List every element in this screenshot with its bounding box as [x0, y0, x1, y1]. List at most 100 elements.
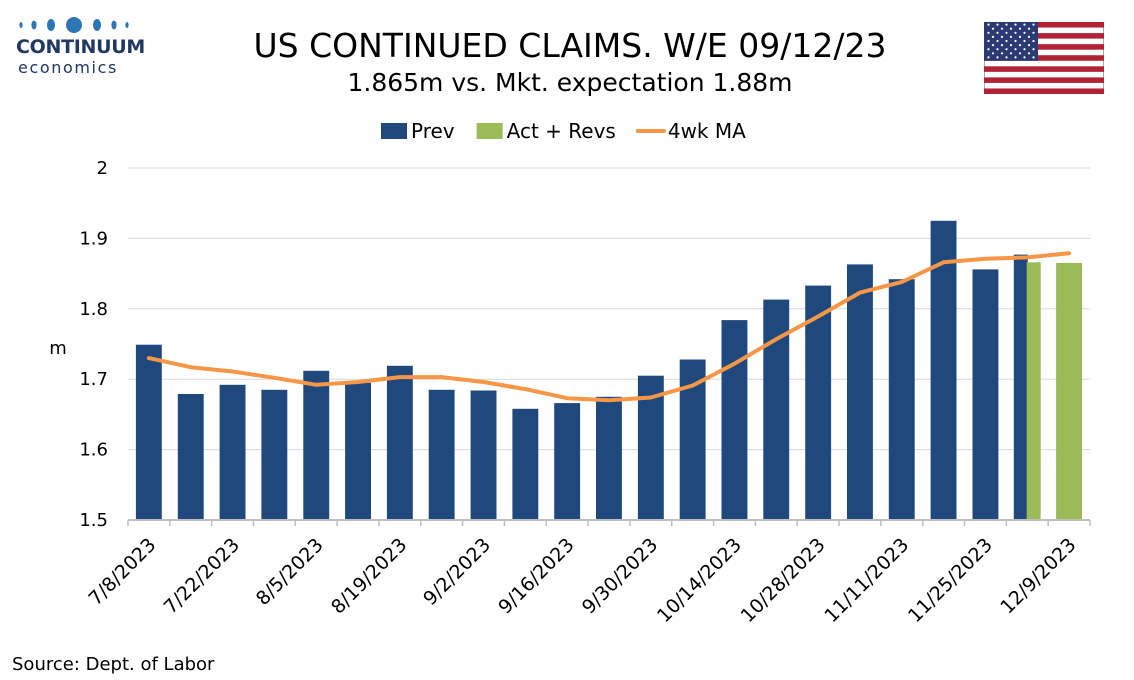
- x-tick-label: 10/14/2023: [653, 534, 746, 627]
- x-tick-label: 12/9/2023: [996, 534, 1080, 618]
- chart-legend: Prev Act + Revs 4wk MA: [381, 119, 746, 143]
- flag-star: [1023, 23, 1026, 26]
- flag-star: [1027, 44, 1031, 47]
- flag-star: [1005, 31, 1008, 34]
- flag-stripe: [984, 33, 1104, 39]
- flag-star: [1023, 56, 1026, 59]
- flag-star: [1014, 56, 1017, 59]
- bar-prev: [930, 220, 957, 521]
- flag-star: [991, 44, 995, 47]
- chart-gridlines: [128, 167, 1090, 451]
- flag-star: [1014, 23, 1017, 26]
- flag-stripe: [984, 77, 1104, 83]
- y-tick-label: 1.6: [79, 440, 108, 461]
- legend-label-4wk-ma: 4wk MA: [668, 119, 746, 143]
- flag-star: [1009, 27, 1013, 30]
- source-note: Source: Dept. of Labor: [12, 654, 215, 675]
- flag-star: [1009, 52, 1013, 55]
- flag-star: [1014, 31, 1017, 34]
- line-4wk-ma: [146, 251, 1072, 403]
- y-tick-label: 1.8: [79, 299, 108, 320]
- x-tick-label: 8/19/2023: [327, 534, 411, 618]
- y-tick-label: 1.7: [79, 369, 108, 390]
- flag-star: [1000, 52, 1004, 55]
- legend-swatch-act-revs: [476, 123, 503, 139]
- flag-star: [1009, 44, 1013, 47]
- flag-star: [987, 39, 990, 43]
- bar-act-revs: [1026, 262, 1041, 520]
- flag-star: [996, 39, 999, 43]
- x-tick-label: 9/30/2023: [578, 534, 662, 618]
- flag-star: [1005, 48, 1008, 51]
- bar-prev: [805, 285, 832, 520]
- flag-star: [1023, 39, 1026, 43]
- flag-star: [1018, 52, 1022, 55]
- logo-word-economics: economics: [18, 58, 118, 77]
- flag-stripe: [984, 44, 1104, 50]
- flag-star: [1032, 48, 1035, 51]
- flag-star: [1027, 27, 1031, 30]
- x-tick-label: 8/5/2023: [252, 534, 328, 610]
- flag-star: [1032, 31, 1035, 34]
- x-tick-label: 10/28/2023: [737, 534, 830, 627]
- bar-prev: [428, 389, 455, 520]
- flag-star: [1014, 48, 1017, 51]
- bar-prev: [512, 408, 539, 520]
- flag-star: [991, 52, 995, 55]
- x-tick-label: 9/2/2023: [419, 534, 495, 610]
- flag-star: [996, 56, 999, 59]
- flag-star: [1032, 56, 1035, 59]
- y-axis: 1.5 1.6 1.7 1.8 1.9 2: [79, 158, 108, 531]
- x-axis: 7/8/2023 7/22/2023 8/5/2023 8/19/2023 9/2/20…: [85, 519, 1091, 627]
- bar-prev: [847, 264, 873, 520]
- flag-star: [1018, 44, 1022, 47]
- flag-star: [1005, 23, 1008, 26]
- bar-prev: [596, 396, 622, 520]
- flag-star: [1032, 39, 1035, 43]
- y-axis-label: m: [49, 338, 67, 359]
- flag-star: [1023, 31, 1026, 34]
- us-flag-icon: [984, 22, 1104, 94]
- flag-stripe: [984, 88, 1104, 94]
- flag-star: [991, 35, 995, 38]
- y-tick-label: 1.5: [79, 510, 108, 531]
- bar-act-revs: [1056, 263, 1082, 520]
- x-tick-label: 11/11/2023: [820, 534, 913, 627]
- flag-star: [987, 56, 990, 59]
- bar-prev: [721, 320, 748, 520]
- flag-star: [1032, 23, 1035, 26]
- flag-star: [1009, 35, 1013, 38]
- y-tick-label: 2: [97, 158, 108, 179]
- bar-prev: [345, 382, 371, 520]
- ma-line-series: [146, 251, 1072, 403]
- bar-prev: [888, 279, 915, 520]
- chart-title: US CONTINUED CLAIMS. W/E 09/12/23: [253, 26, 887, 65]
- flag-star: [987, 23, 990, 26]
- bar-prev: [219, 384, 246, 520]
- legend-swatch-prev: [381, 123, 407, 139]
- flag-stripe: [984, 22, 1104, 28]
- bar-series: [135, 220, 1082, 521]
- flag-star: [996, 48, 999, 51]
- flag-star: [1000, 27, 1004, 30]
- flag-star: [991, 27, 995, 30]
- x-tick-label: 7/22/2023: [160, 534, 244, 618]
- x-tick-label: 11/25/2023: [904, 534, 997, 627]
- logo-word-continuum: CONTINUUM: [16, 36, 145, 58]
- continuum-logo: CONTINUUM economics: [14, 14, 145, 77]
- bar-prev: [1013, 254, 1028, 520]
- flag-star: [1027, 35, 1031, 38]
- bar-prev: [135, 344, 162, 520]
- x-tick-label: 7/8/2023: [85, 534, 161, 610]
- bar-prev: [303, 370, 330, 520]
- flag-star: [1023, 48, 1026, 51]
- legend-label-prev: Prev: [411, 119, 455, 143]
- flag-star: [996, 23, 999, 26]
- flag-star: [1014, 39, 1017, 43]
- flag-star: [1018, 27, 1022, 30]
- flag-star: [1000, 44, 1004, 47]
- y-tick-label: 1.9: [79, 228, 108, 249]
- flag-stripe: [984, 55, 1104, 61]
